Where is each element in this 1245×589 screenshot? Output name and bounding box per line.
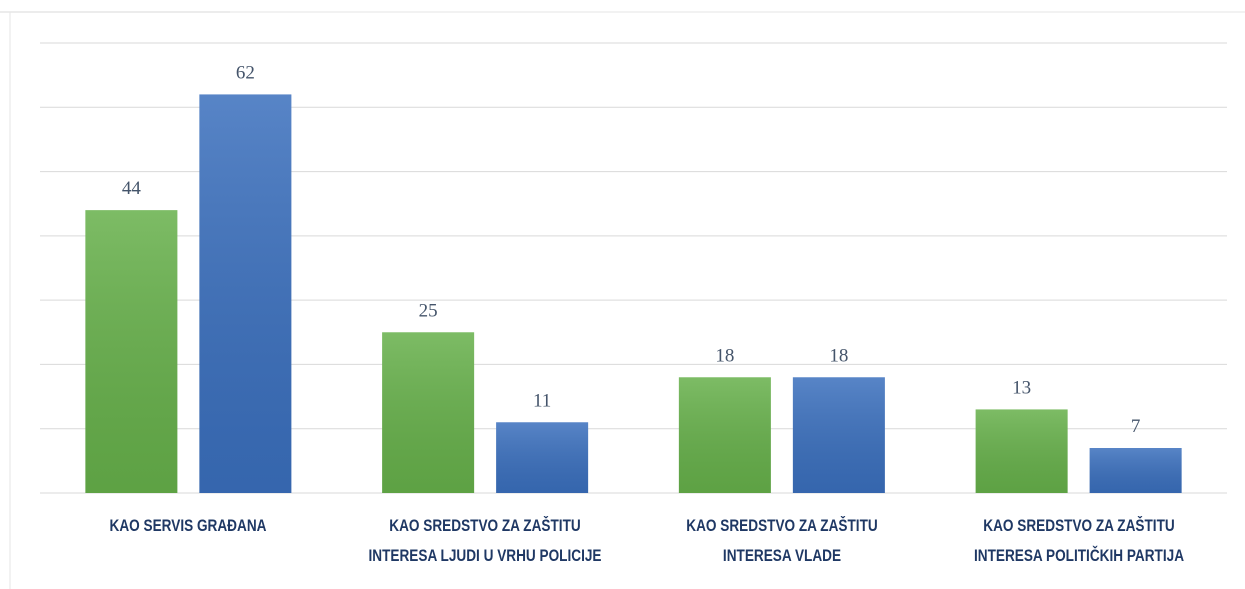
value-label: 13 xyxy=(1012,377,1031,398)
value-label: 62 xyxy=(236,62,255,83)
bar-shade xyxy=(678,377,771,493)
bar-shade xyxy=(1089,448,1182,493)
value-label: 18 xyxy=(829,345,848,366)
bar-shade xyxy=(85,210,178,493)
bar-shade xyxy=(199,94,292,493)
bar-shade xyxy=(496,422,589,493)
value-label: 25 xyxy=(419,300,438,321)
value-label: 18 xyxy=(715,345,734,366)
value-label: 7 xyxy=(1131,416,1141,437)
bar-shade xyxy=(792,377,885,493)
x-tick-label: KAO SERVIS GRAĐANA xyxy=(109,516,267,535)
value-label: 11 xyxy=(533,390,551,411)
bar-shade xyxy=(382,332,475,493)
bar-shade xyxy=(975,409,1068,493)
x-tick-label: KAO SREDSTVO ZA ZAŠTITU INTERESA LJUDI U… xyxy=(368,516,602,565)
x-tick-label: KAO SREDSTVO ZA ZAŠTITU INTERESA POLITIČ… xyxy=(973,516,1184,565)
value-label: 44 xyxy=(122,178,142,199)
x-tick-label: KAO SREDSTVO ZA ZAŠTITU INTERESA VLADE xyxy=(686,516,878,565)
